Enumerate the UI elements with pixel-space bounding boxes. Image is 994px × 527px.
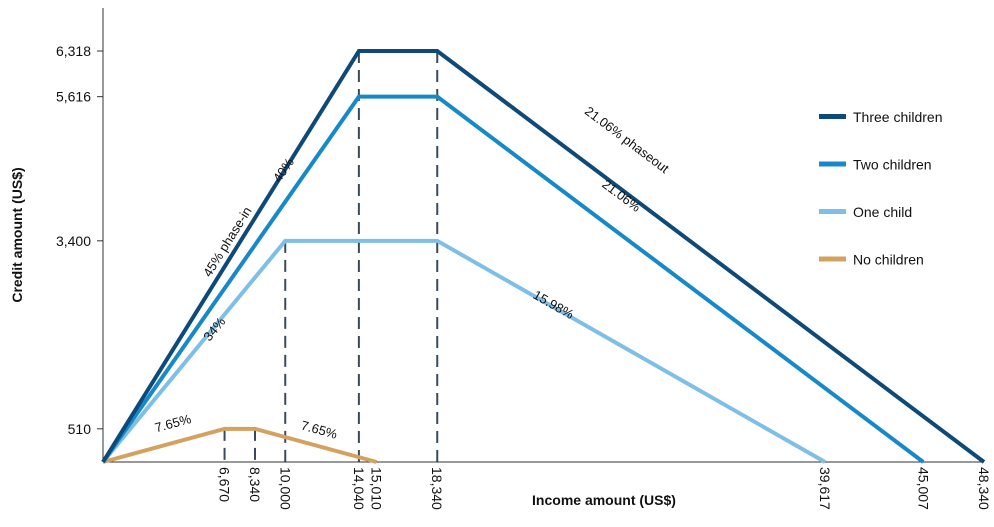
y-axis-title: Credit amount (US$) (9, 167, 25, 302)
y-tick-label: 510 (68, 421, 92, 437)
y-tick-label: 6,318 (56, 43, 91, 59)
x-tick-label: 15,010 (369, 467, 385, 510)
annotation-label: 7.65% (299, 418, 339, 442)
legend-swatch (819, 114, 846, 119)
series-line (102, 426, 378, 464)
y-tick-label: 5,616 (56, 89, 91, 105)
x-tick-label: 8,340 (247, 467, 263, 502)
annotation-label: 45% phase-in (200, 204, 255, 279)
x-tick-labels: 6,670 8,340 10,000 14,040 15,010 18,340 39,617… (217, 467, 992, 510)
legend-swatch (819, 161, 846, 167)
annotation-label: 15.98% (531, 287, 577, 322)
annotation-label: 7.65% (153, 411, 193, 435)
reference-lines (223, 51, 439, 462)
legend-swatch (819, 209, 846, 214)
series-line (101, 94, 925, 464)
x-tick-label: 48,340 (976, 467, 992, 510)
series-line (101, 238, 827, 464)
x-tick-label: 45,007 (915, 467, 931, 510)
legend-label: One child (853, 204, 912, 220)
y-tick-labels: 510 3,400 5,616 6,318 (56, 43, 103, 437)
x-tick-label: 18,340 (429, 467, 445, 510)
x-tick-label: 14,040 (351, 467, 367, 510)
legend-label: Two children (853, 157, 932, 173)
x-axis-title: Income amount (US$) (532, 492, 676, 508)
series-lines (101, 49, 986, 464)
annotation-label: 21.06% (599, 176, 644, 215)
annotation-label: 21.06% phaseout (582, 103, 672, 176)
y-tick-label: 3,400 (56, 233, 91, 249)
x-tick-label: 6,670 (217, 467, 233, 502)
series-line (101, 49, 986, 464)
legend: Three children Two children One child No ch… (819, 109, 943, 268)
x-tick-label: 10,000 (277, 467, 293, 510)
legend-swatch (819, 256, 846, 262)
x-tick-label: 39,617 (817, 467, 833, 510)
legend-label: No children (853, 252, 924, 268)
legend-label: Three children (853, 109, 943, 125)
